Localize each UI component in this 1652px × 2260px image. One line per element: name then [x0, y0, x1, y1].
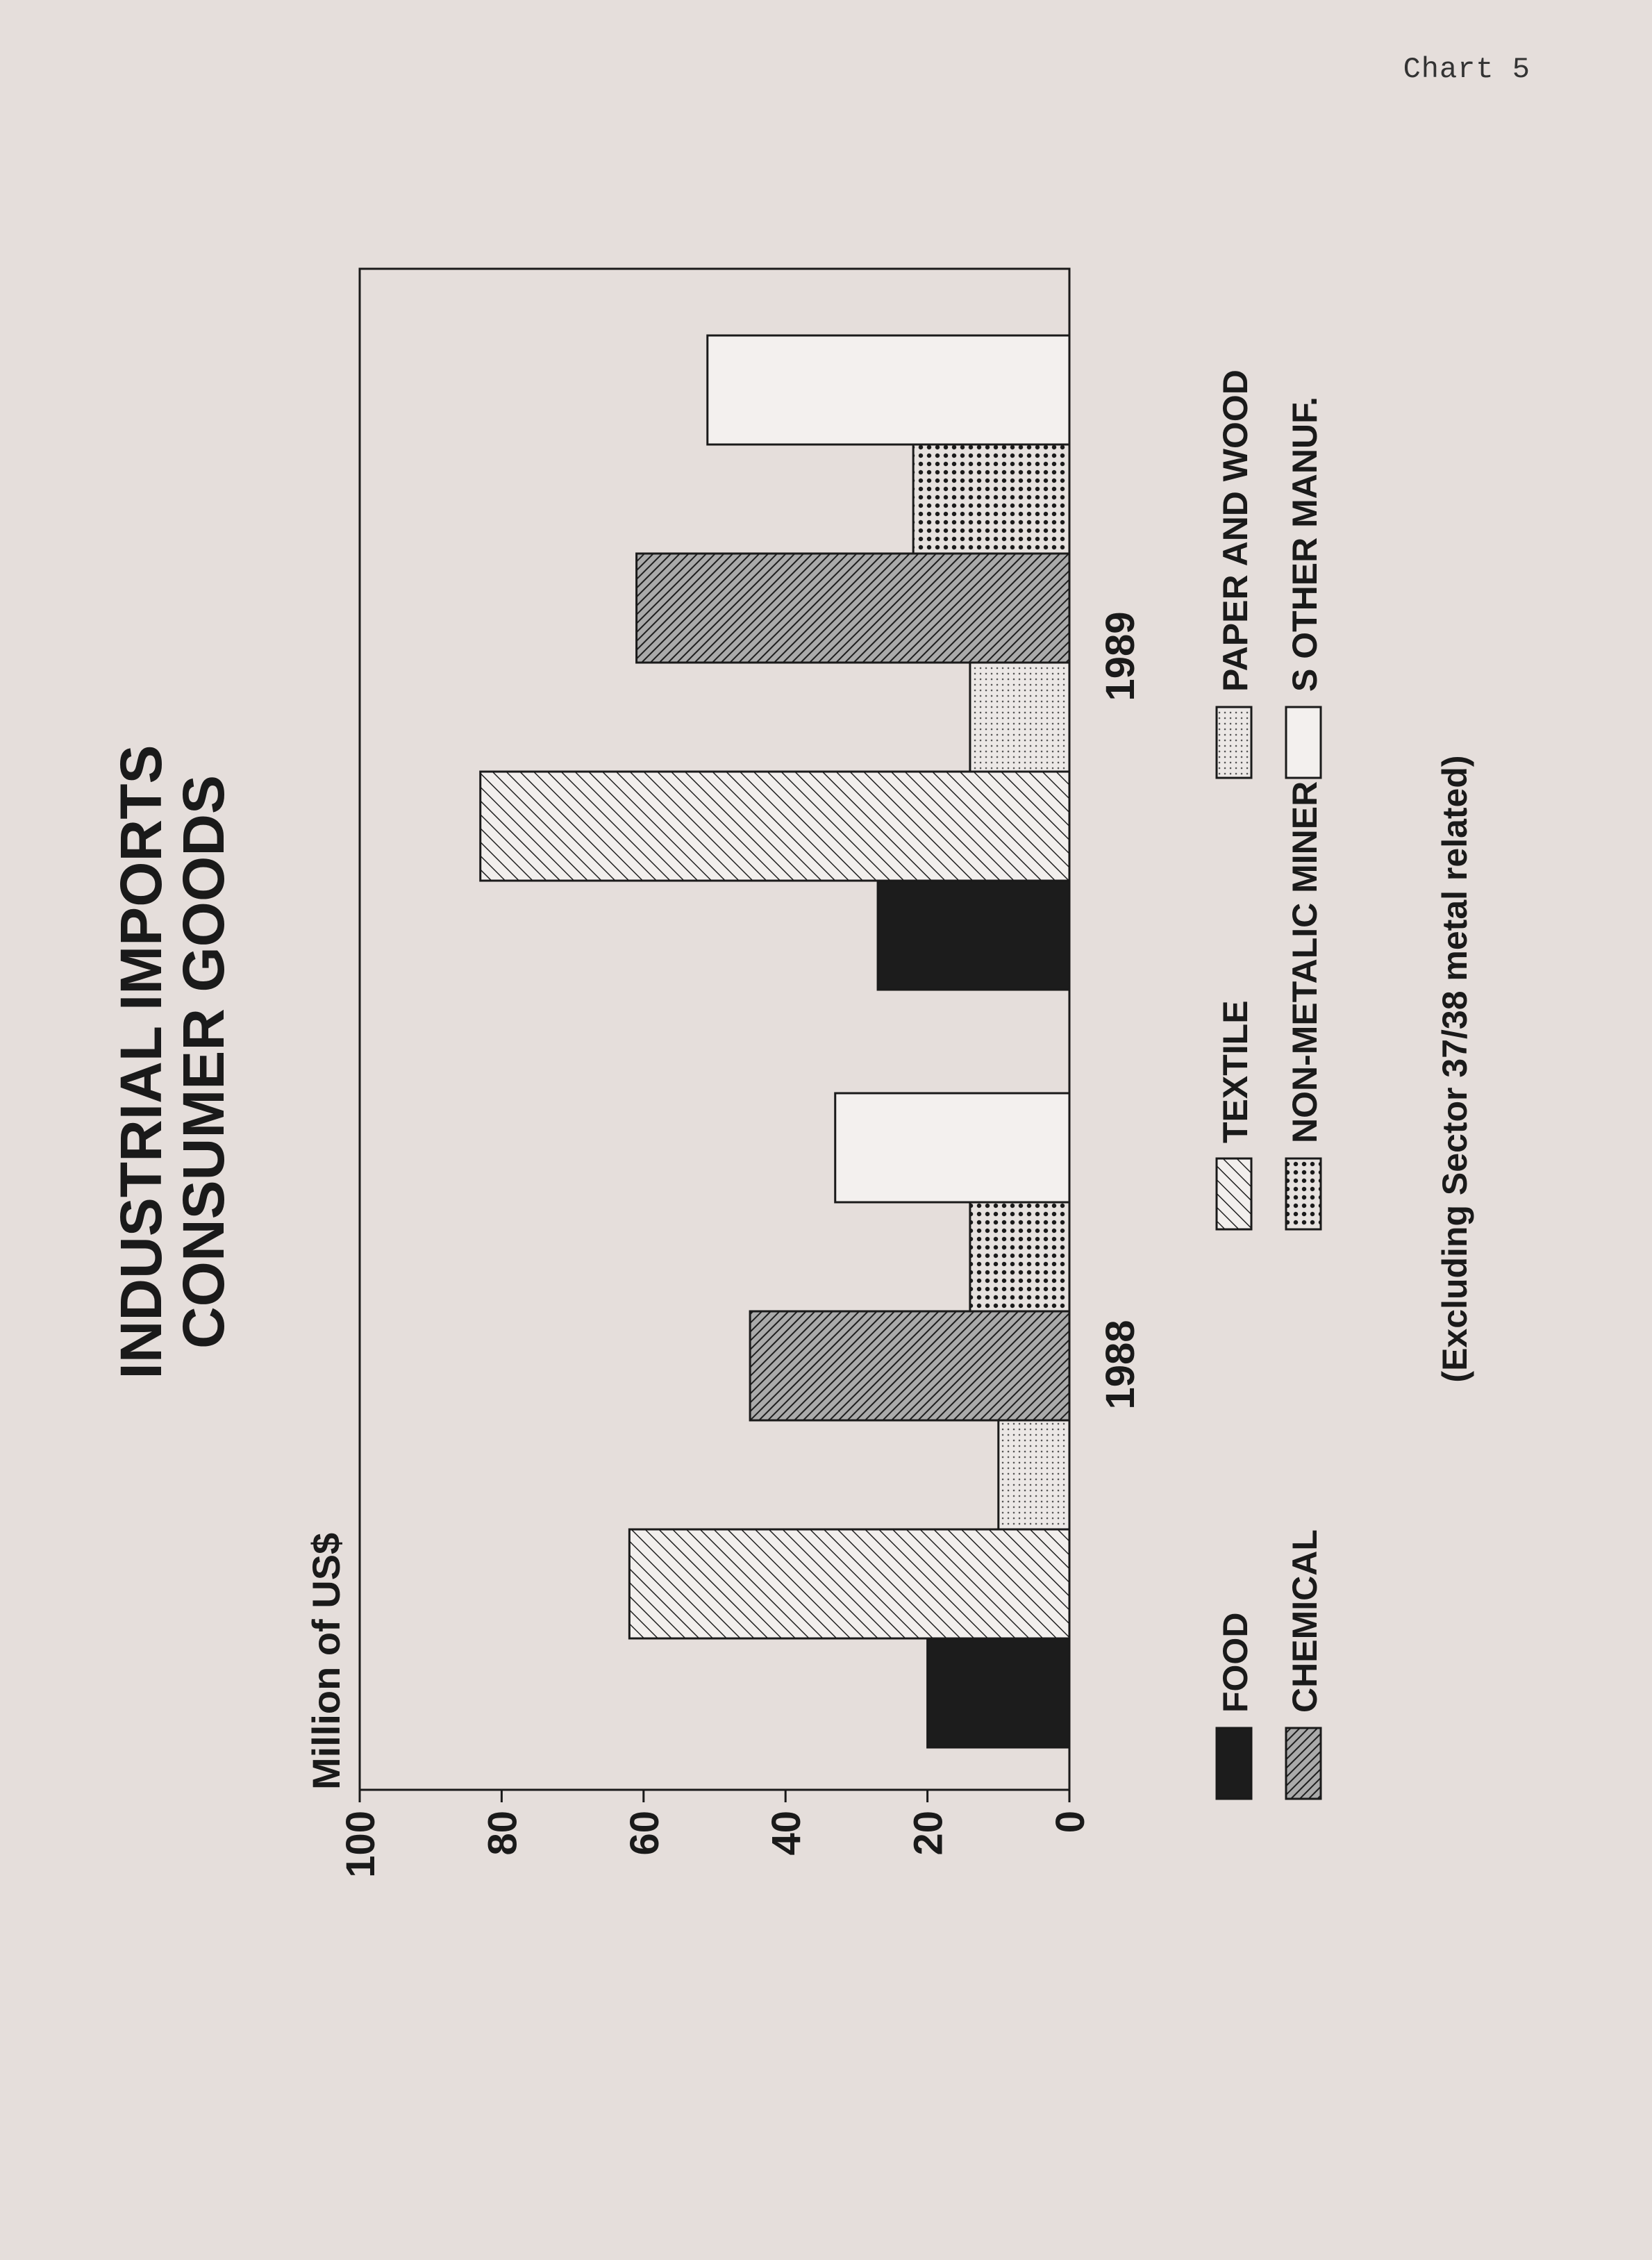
legend-label: FOOD — [1216, 1613, 1255, 1713]
page-label: Chart 5 — [1403, 53, 1530, 86]
y-tick-label: 40 — [764, 1811, 809, 1856]
legend-swatch — [1285, 1727, 1322, 1800]
legend-label: TEXTILE — [1216, 1000, 1255, 1143]
legend-swatch — [1215, 1727, 1253, 1800]
bar-chemical-1989 — [635, 552, 1071, 664]
category-label: 1988 — [1098, 1320, 1143, 1409]
chart-title-line-2: CONSUMER GOODS — [171, 775, 236, 1349]
legend-swatch — [1215, 1157, 1253, 1231]
bar-chemical-1988 — [749, 1310, 1071, 1422]
category-labels: 1988 1989 — [1098, 611, 1143, 1409]
bar-other-manuf--1989 — [706, 334, 1071, 446]
plot-frame — [358, 267, 1071, 1791]
legend-swatch — [1285, 706, 1322, 779]
y-tick-label: 0 — [1048, 1811, 1093, 1833]
y-tick-label: 100 — [338, 1811, 383, 1878]
y-tick-label: 20 — [906, 1811, 951, 1856]
y-axis-ticks: 0 20 40 60 80 100 — [338, 1790, 1093, 1878]
legend-swatch — [1215, 706, 1253, 779]
category-label: 1989 — [1098, 611, 1143, 701]
legend-label: CHEMICAL — [1285, 1529, 1324, 1713]
bar-textile-1989 — [479, 770, 1071, 882]
bars — [479, 334, 1071, 1749]
y-tick-label: 60 — [622, 1811, 667, 1856]
bar-food-1989 — [876, 879, 1071, 991]
y-axis-label: Million of US$ — [304, 1533, 348, 1790]
bar-textile-1988 — [628, 1528, 1071, 1640]
bar-other-manuf--1988 — [834, 1092, 1071, 1204]
legend-label: PAPER AND WOOD — [1216, 369, 1255, 692]
legend-label: NON-METALIC MINER — [1285, 781, 1324, 1143]
legend: FOOD TEXTILE PAPER AND WOOD CHEMICAL NON-MET… — [1215, 369, 1324, 1800]
bar-paper-and-wood-1989 — [969, 661, 1071, 773]
y-tick-label: 80 — [480, 1811, 525, 1856]
bar-food-1988 — [926, 1637, 1071, 1749]
legend-label: S OTHER MANUF. — [1285, 397, 1324, 692]
bar-paper-and-wood-1988 — [997, 1419, 1071, 1531]
bar-non-metalic-minerals-1988 — [969, 1201, 1071, 1313]
legend-swatch — [1285, 1157, 1322, 1231]
bar-non-metalic-minerals-1989 — [912, 443, 1071, 555]
chart-title-line-1: INDUSTRIAL IMPORTS — [108, 745, 174, 1379]
chart-note: (Excluding Sector 37/38 metal related) — [1435, 755, 1474, 1382]
